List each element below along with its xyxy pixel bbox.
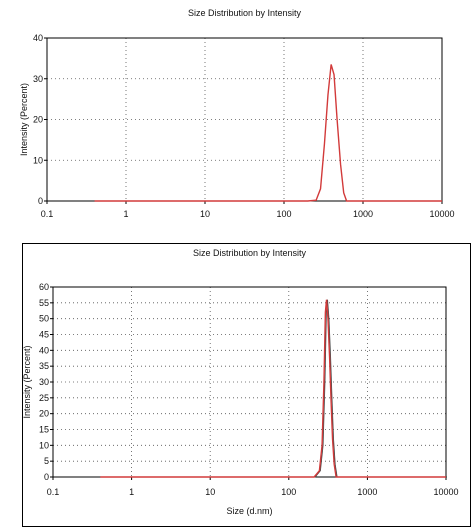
chart-2-title: Size Distribution by Intensity	[193, 248, 307, 258]
chart-1-y-tick-label: 20	[33, 115, 43, 125]
chart-2-x-tick-label: 1000	[357, 487, 377, 497]
chart-1-x-tick-label: 1	[123, 209, 128, 219]
chart-1-x-tick-label: 100	[276, 209, 291, 219]
chart-2-x-tick-label: 0.1	[47, 487, 60, 497]
chart-1-title: Size Distribution by Intensity	[188, 8, 302, 18]
chart-2-y-tick-label: 30	[39, 377, 49, 387]
chart-2-y-tick-label: 10	[39, 440, 49, 450]
chart-2-x-tick-label: 10	[205, 487, 215, 497]
chart-2-y-tick-label: 45	[39, 330, 49, 340]
chart-2-y-axis-label: Intensity (Percent)	[23, 345, 32, 418]
chart-2-y-tick-label: 20	[39, 409, 49, 419]
chart-2-y-tick-label: 60	[39, 282, 49, 292]
chart-2-x-tick-label: 10000	[433, 487, 458, 497]
chart-1-y-tick-label: 30	[33, 74, 43, 84]
chart-2-y-tick-label: 0	[44, 472, 49, 482]
chart-1-x-tick-label: 1000	[353, 209, 373, 219]
chart-1-y-axis-label: Intensity (Percent)	[19, 83, 29, 156]
chart-1-y-tick-label: 0	[38, 196, 43, 206]
chart-2-y-tick-label: 25	[39, 393, 49, 403]
chart-1-plot-frame	[46, 37, 443, 202]
chart-1-y-tick-label: 40	[33, 33, 43, 43]
chart-2-y-tick-label: 15	[39, 425, 49, 435]
chart-2-series-line	[100, 299, 446, 478]
chart-2-series-shadow-line	[101, 299, 447, 478]
chart-2-y-tick-label: 35	[39, 361, 49, 371]
chart-1-series-line	[94, 64, 442, 202]
chart-2-y-tick-label: 5	[44, 456, 49, 466]
chart-1-x-tick-label: 0.1	[41, 209, 54, 219]
chart-2-y-tick-label: 40	[39, 345, 49, 355]
chart-1-y-tick-label: 10	[33, 155, 43, 165]
chart-2-y-tick-label: 55	[39, 298, 49, 308]
chart-2-x-axis-label: Size (d.nm)	[226, 506, 272, 516]
chart-1-x-tick-label: 10000	[429, 209, 454, 219]
chart-1-x-tick-label: 10	[200, 209, 210, 219]
chart-panel-1: Size Distribution by Intensity 0.1 1 10 100 1…	[0, 0, 474, 232]
chart-2-x-tick-label: 100	[281, 487, 296, 497]
chart-2-y-tick-label: 50	[39, 314, 49, 324]
chart-panel-2: Size Distribution by Intensity 0.1 1 10 100 1…	[22, 243, 471, 527]
chart-2-x-tick-label: 1	[129, 487, 134, 497]
